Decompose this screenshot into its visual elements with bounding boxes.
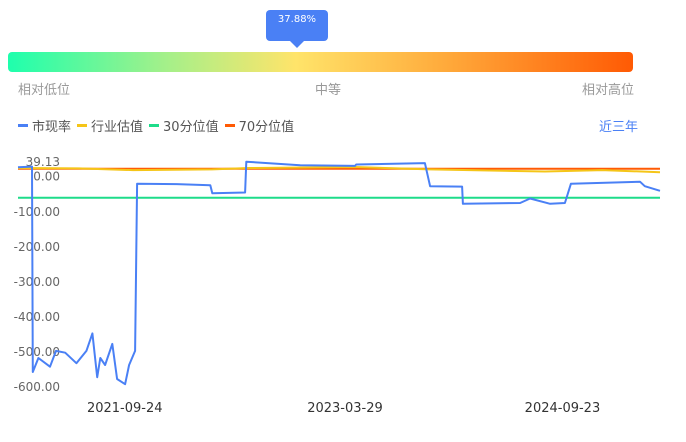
x-tick-label: 2024-09-23 — [525, 401, 601, 416]
mid-label: 中等 — [315, 83, 342, 98]
series-line-1 — [17, 166, 661, 174]
low-label: 相对低位 — [18, 83, 71, 98]
period-selector[interactable]: 近三年 — [599, 120, 639, 135]
y-tick-label: 39.13 — [26, 155, 60, 169]
y-tick-label: -400.00 — [14, 310, 60, 324]
legend-swatch — [224, 124, 235, 127]
legend-item-p70[interactable]: 70分位值 — [224, 116, 295, 135]
legend-item-p30[interactable]: 30分位值 — [149, 116, 219, 135]
legend-label: 市现率 — [32, 120, 72, 135]
legend-swatch — [149, 124, 160, 127]
legend-item-pcf[interactable]: 市现率 — [18, 116, 71, 135]
legend-label: 行业估值 — [91, 120, 144, 135]
y-tick-label: -200.00 — [14, 240, 60, 254]
y-tick-label: -100.00 — [14, 205, 60, 219]
legend: 市现率 行业估值 30分位值 70分位值 — [18, 116, 294, 135]
x-tick-label: 2021-09-24 — [87, 401, 163, 416]
legend-item-industry[interactable]: 行业估值 — [77, 116, 143, 135]
percentile-gradient-bar — [8, 52, 633, 72]
series-line-0 — [17, 160, 661, 386]
legend-swatch — [18, 124, 28, 127]
y-tick-label: -300.00 — [14, 275, 60, 289]
x-tick-label: 2023-03-29 — [307, 401, 383, 416]
percentile-tooltip: 37.88% — [266, 10, 328, 48]
y-tick-label: -600.00 — [14, 380, 60, 394]
y-tick-label: -500.00 — [14, 345, 60, 359]
y-tick-label: 0.00 — [33, 170, 60, 184]
legend-label: 30分位值 — [163, 120, 219, 135]
high-label: 相对高位 — [582, 83, 635, 98]
legend-label: 70分位值 — [238, 120, 295, 135]
legend-swatch — [77, 124, 88, 127]
